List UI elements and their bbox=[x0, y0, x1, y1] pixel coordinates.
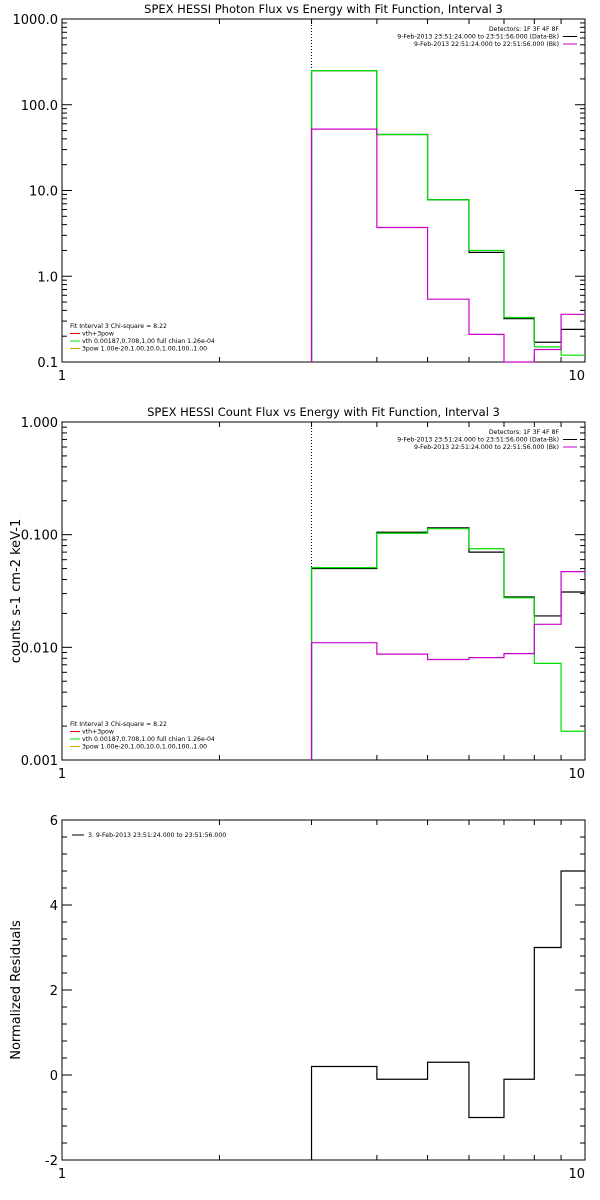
series-step-line bbox=[310, 571, 585, 760]
series-1 bbox=[310, 870, 585, 1160]
legend-entry: Detectors: 1F 3F 4F 8F bbox=[489, 429, 560, 436]
legend-entry: Detectors: 1F 3F 4F 8F bbox=[489, 26, 560, 33]
panel-3: Normalized Residuals -2 0 2 4 6 1 10 3. 9-Feb-20… bbox=[9, 814, 586, 1182]
series-3 bbox=[310, 571, 585, 760]
legend-entry: vth+3pow bbox=[82, 729, 114, 736]
legend-entry: vth 0.00187,0.708,1.00 full chian 1.26e-… bbox=[82, 736, 215, 743]
series-2 bbox=[310, 528, 585, 760]
y-tick-label: 0.100 bbox=[21, 529, 58, 544]
y-axis: 0.001 0.010 0.100 1.000 bbox=[21, 416, 585, 769]
x-axis: 1 10 bbox=[58, 422, 586, 782]
series-step-line bbox=[310, 70, 585, 362]
x-tick-label: 10 bbox=[568, 1167, 585, 1182]
legend-entry: 9-Feb-2013 23:51:24.000 to 23:51:56.000 … bbox=[397, 34, 559, 41]
panel-1: SPEX HESSI Photon Flux vs Energy with Fi… bbox=[13, 2, 586, 384]
y-tick-label: 100.0 bbox=[21, 99, 58, 114]
series-1 bbox=[310, 527, 585, 760]
y-tick-label: 0 bbox=[50, 1069, 58, 1084]
series-1 bbox=[310, 70, 585, 362]
y-tick-label: 6 bbox=[50, 814, 58, 829]
x-tick-label: 1 bbox=[58, 767, 66, 782]
y-tick-label: 0.010 bbox=[21, 641, 58, 656]
x-tick-label: 1 bbox=[58, 369, 66, 384]
legend-entry: 3. 9-Feb-2013 23:51:24.000 to 23:51:56.0… bbox=[88, 832, 226, 839]
y-tick-label: 2 bbox=[50, 984, 58, 999]
y-tick-label: 4 bbox=[50, 899, 58, 914]
legend-entry: Fit Interval 3 Chi-square = 8.22 bbox=[70, 721, 167, 728]
y-tick-label: 1000.0 bbox=[13, 13, 59, 28]
y-axis-label: Normalized Residuals bbox=[9, 920, 24, 1060]
y-tick-label: 1.000 bbox=[21, 416, 58, 431]
x-axis: 1 10 bbox=[58, 820, 586, 1182]
legend-entry: vth 0.00187,0.708,1.00 full chian 1.26e-… bbox=[82, 338, 215, 345]
y-tick-label: 0.1 bbox=[37, 356, 58, 371]
legend-entry: 3pow 1.00e-20,1.00,10.0,1.00,100.,1.00 bbox=[82, 346, 207, 353]
series-step-line bbox=[310, 128, 585, 363]
panel-2: SPEX HESSI Count Flux vs Energy with Fit… bbox=[9, 405, 586, 782]
chart-title: SPEX HESSI Photon Flux vs Energy with Fi… bbox=[144, 2, 503, 16]
legend-top-right: Detectors: 1F 3F 4F 8F9-Feb-2013 23:51:2… bbox=[397, 429, 577, 451]
legend-entry: 3pow 1.00e-20,1.00,10.0,1.00,100.,1.00 bbox=[82, 744, 207, 751]
series-step-line bbox=[310, 528, 585, 760]
x-tick-label: 10 bbox=[568, 767, 585, 782]
y-tick-label: 0.001 bbox=[21, 754, 58, 769]
y-axis: -2 0 2 4 6 bbox=[45, 814, 585, 1169]
x-tick-label: 1 bbox=[58, 1167, 66, 1182]
y-tick-label: -2 bbox=[45, 1154, 58, 1169]
series-step-line bbox=[310, 527, 585, 760]
y-tick-label: 10.0 bbox=[29, 185, 58, 200]
x-tick-label: 10 bbox=[568, 369, 585, 384]
plot-frame bbox=[61, 421, 586, 761]
y-axis-label: counts s-1 cm-2 keV-1 bbox=[9, 519, 24, 664]
y-axis: 0.1 1.0 10.0 100.0 1000.0 bbox=[13, 13, 585, 371]
legend-bottom-left: Fit Interval 3 Chi-square = 8.22vth+3pow… bbox=[70, 721, 215, 751]
legend-entry: Fit Interval 3 Chi-square = 8.22 bbox=[70, 323, 167, 330]
series-step-line bbox=[310, 870, 585, 1160]
legend-bottom-left: Fit Interval 3 Chi-square = 8.22vth+3pow… bbox=[70, 323, 215, 353]
series-2 bbox=[310, 70, 585, 362]
legend-entry: vth+3pow bbox=[82, 331, 114, 338]
legend-entry: 9-Feb-2013 23:51:24.000 to 23:51:56.000 … bbox=[397, 437, 559, 444]
series-step-line bbox=[310, 70, 585, 362]
chart-title: SPEX HESSI Count Flux vs Energy with Fit… bbox=[147, 405, 500, 419]
legend-top-left: 3. 9-Feb-2013 23:51:24.000 to 23:51:56.0… bbox=[72, 832, 226, 839]
legend-top-right: Detectors: 1F 3F 4F 8F9-Feb-2013 23:51:2… bbox=[397, 26, 577, 48]
plot-frame bbox=[61, 819, 586, 1161]
legend-entry: 9-Feb-2013 22:51:24.000 to 22:51:56.000 … bbox=[414, 444, 559, 451]
series-3 bbox=[310, 128, 585, 363]
y-tick-label: 1.0 bbox=[37, 270, 58, 285]
legend-entry: 9-Feb-2013 22:51:24.000 to 22:51:56.000 … bbox=[414, 41, 559, 48]
